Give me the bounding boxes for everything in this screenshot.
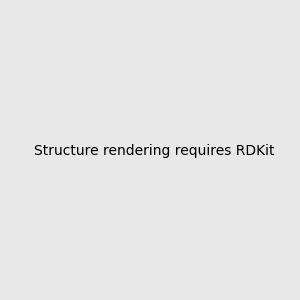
- Text: Structure rendering requires RDKit: Structure rendering requires RDKit: [34, 145, 274, 158]
